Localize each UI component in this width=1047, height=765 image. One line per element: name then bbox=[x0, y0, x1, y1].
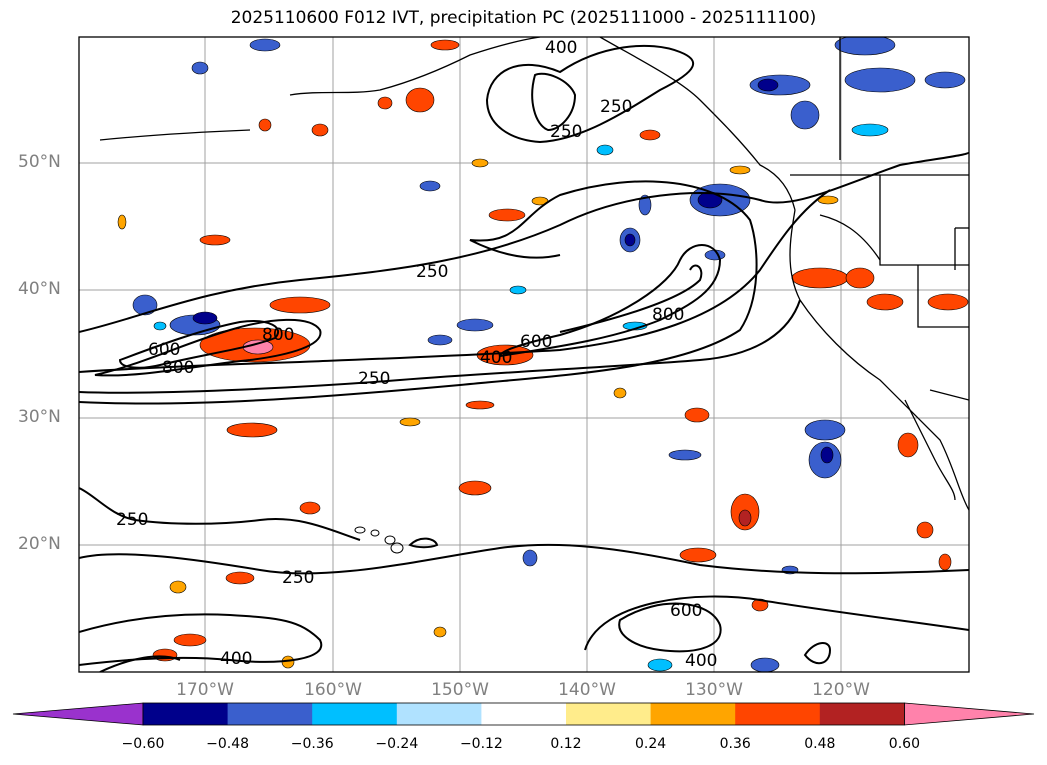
colorbar-extend-low bbox=[12, 702, 144, 726]
contour-label: 250 bbox=[416, 262, 448, 282]
contour-label: 400 bbox=[545, 38, 577, 58]
hawaii-islands bbox=[354, 526, 404, 554]
colorbar-tick-label: −0.12 bbox=[459, 736, 503, 752]
colorbar-tick-label: 0.48 bbox=[804, 736, 836, 752]
colorbar-tick-label: 0.12 bbox=[550, 736, 582, 752]
colorbar-segment bbox=[143, 703, 229, 725]
ivt-contours bbox=[79, 44, 969, 672]
contour-label: 600 bbox=[148, 340, 180, 360]
contour-label: 250 bbox=[550, 122, 582, 142]
contour-label: 400 bbox=[685, 651, 717, 671]
map-frame bbox=[78, 36, 970, 673]
colorbar-tick-label: 0.36 bbox=[719, 736, 751, 752]
colorbar-segment bbox=[396, 703, 482, 725]
colorbar-segment bbox=[566, 703, 652, 725]
colorbar-segment bbox=[819, 703, 905, 725]
colorbar bbox=[12, 702, 1035, 726]
contour-label: 250 bbox=[282, 568, 314, 588]
lon-label-150w: 150°W bbox=[431, 680, 489, 700]
lon-label-170w: 170°W bbox=[176, 680, 234, 700]
colorbar-tick-label: −0.48 bbox=[206, 736, 250, 752]
map-plot: 400 250 250 250 800 600 800 800 600 400 … bbox=[78, 36, 970, 673]
lat-label-20n: 20°N bbox=[18, 534, 61, 554]
colorbar-segment bbox=[227, 703, 313, 725]
lon-label-130w: 130°W bbox=[685, 680, 743, 700]
lon-label-160w: 160°W bbox=[304, 680, 362, 700]
colorbar-tick-label: −0.24 bbox=[375, 736, 419, 752]
lon-label-140w: 140°W bbox=[558, 680, 616, 700]
contour-label: 250 bbox=[116, 510, 148, 530]
colorbar-segment bbox=[312, 703, 398, 725]
colorbar-segment bbox=[650, 703, 736, 725]
lat-label-30n: 30°N bbox=[18, 407, 61, 427]
contour-label: 800 bbox=[162, 358, 194, 378]
contour-label: 250 bbox=[600, 97, 632, 117]
contour-label: 800 bbox=[652, 305, 684, 325]
colorbar-tick-label: −0.36 bbox=[290, 736, 334, 752]
colorbar-segment bbox=[735, 703, 821, 725]
positive-anomaly-areas bbox=[117, 39, 969, 669]
lon-label-120w: 120°W bbox=[812, 680, 870, 700]
colorbar-extend-high bbox=[904, 702, 1035, 726]
colorbar-tick-label: −0.60 bbox=[121, 736, 165, 752]
colorbar-frame bbox=[142, 702, 905, 726]
contour-labels: 400 250 250 250 800 600 800 800 600 400 … bbox=[116, 38, 717, 671]
colorbar-segment bbox=[481, 703, 567, 725]
contour-label: 400 bbox=[480, 348, 512, 368]
map-title: 2025110600 F012 IVT, precipitation PC (2… bbox=[230, 8, 817, 28]
colorbar-tick-label: 0.60 bbox=[888, 736, 920, 752]
contour-label: 250 bbox=[358, 369, 390, 389]
contour-label: 600 bbox=[670, 601, 702, 621]
contour-label: 600 bbox=[520, 332, 552, 352]
lat-label-50n: 50°N bbox=[18, 152, 61, 172]
coastlines bbox=[99, 37, 969, 511]
contour-label: 800 bbox=[262, 325, 294, 345]
contour-label: 400 bbox=[220, 649, 252, 669]
colorbar-tick-label: 0.24 bbox=[635, 736, 667, 752]
negative-anomaly-areas bbox=[132, 37, 966, 672]
lat-label-40n: 40°N bbox=[18, 279, 61, 299]
